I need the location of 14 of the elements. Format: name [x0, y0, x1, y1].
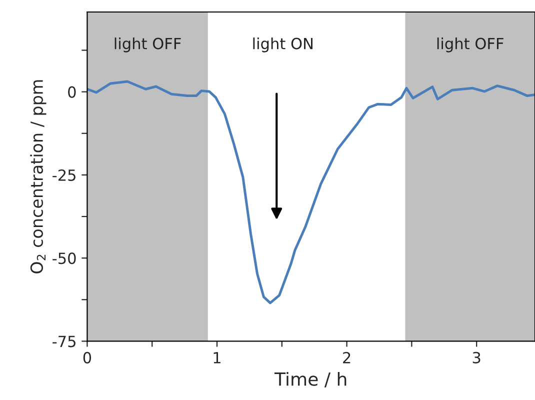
y-axis-title: O$_{2}$ concentration / ppm [30, 80, 46, 274]
x-tick-label: 3 [472, 352, 480, 364]
x-axis-title: Time / h [274, 372, 346, 388]
y-tick-label: -50 [52, 252, 76, 264]
x-tick-label: 1 [214, 352, 220, 364]
x-tick-label: 0 [83, 352, 92, 364]
y-tick-label: -25 [52, 169, 76, 181]
x-tick-label: 2 [343, 352, 350, 364]
band-label: light OFF [437, 38, 504, 52]
y-tick-label: -75 [52, 336, 76, 348]
annotation: light ON [253, 38, 312, 52]
y-tick-label: 0 [68, 86, 76, 98]
line-series [87, 80, 535, 304]
band-label: light OFF [114, 38, 181, 52]
